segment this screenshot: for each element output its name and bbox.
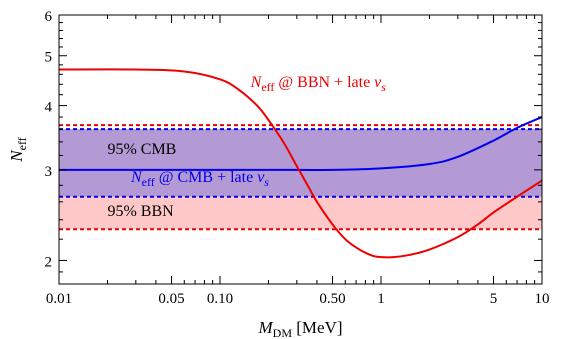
x-axis-title-main: M [257,318,273,337]
x-tick-label-4: 1 [377,291,385,307]
x-tick-label-3: 0.50 [319,291,345,307]
y-axis-title-main: N [7,149,26,163]
x-tick-label-5: 5 [490,291,498,307]
band-1 [59,196,542,230]
x-axis-title: MDM [MeV] [257,318,342,339]
series-label-main: N [250,74,263,91]
series-label-nu: ν [374,74,382,91]
series-label-sub: eff [142,175,155,189]
y-tick-label-0: 2 [45,254,53,270]
series-line-0 [59,116,543,171]
series-label-1: Neff @ BBN + late νs [250,74,387,94]
y-tick-label-3: 5 [45,50,53,66]
x-axis-title-sub: DM [273,326,293,339]
series-label-rest: @ BBN + late [274,74,374,91]
curves-layer [58,68,543,259]
x-axis-title-unit: [MeV] [296,318,342,337]
band-label-0: 95% CMB [107,141,176,158]
series-label-rest: @ CMB + late [155,169,257,186]
series-label-0: Neff @ CMB + late νs [130,169,269,189]
y-tick-label-4: 6 [45,9,53,25]
series-line-1 [58,68,543,259]
band-0 [59,129,542,197]
x-tick-label-2: 0.10 [207,291,233,307]
y-axis-title: Neff [7,137,29,162]
series-label-main: N [130,169,143,186]
x-tick-label-6: 10 [535,291,550,307]
y-axis-title-sub: eff [15,137,29,150]
series-label-nu-sub: s [381,80,386,94]
x-tick-label-0: 0.01 [46,291,72,307]
y-tick-label-1: 3 [45,164,53,180]
ticks-layer: 0.01 0.05 0.10 0.50 1 5 10 2 3 4 5 6 [45,9,550,307]
band-label-1: 95% BBN [107,203,174,220]
series-label-nu: ν [257,169,265,186]
bands-layer [59,124,542,231]
y-tick-label-2: 4 [45,100,53,116]
plot-frame [58,14,543,285]
series-label-sub: eff [261,80,274,94]
x-tick-label-1: 0.05 [158,291,184,307]
series-label-nu-sub: s [264,175,269,189]
